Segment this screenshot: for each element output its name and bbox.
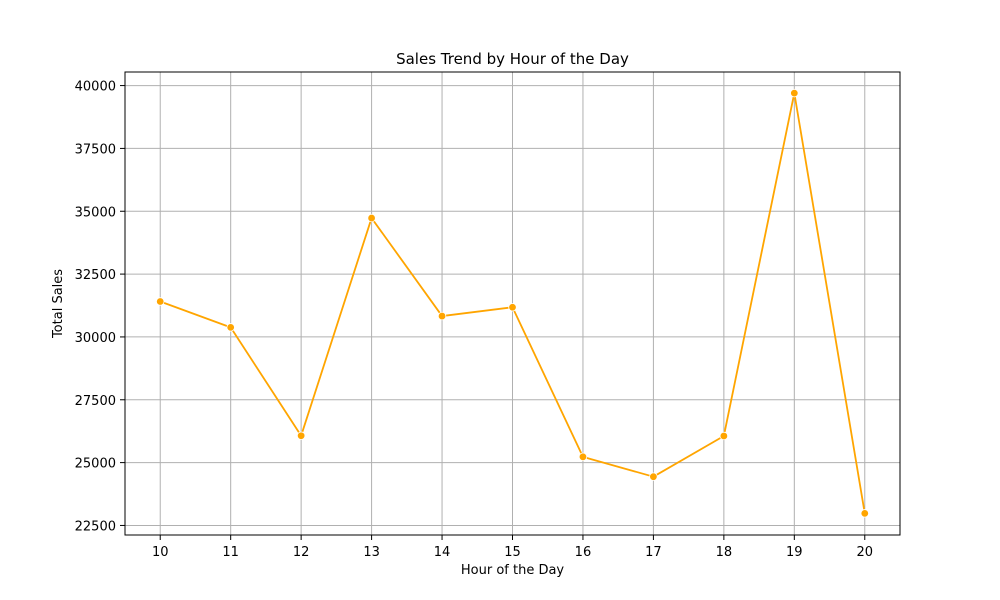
x-tick-label: 19 (786, 545, 803, 560)
x-tick-label: 20 (856, 545, 873, 560)
data-point (226, 323, 235, 332)
y-tick-label: 35000 (75, 205, 116, 220)
y-tick-label: 32500 (75, 268, 116, 283)
chart-title: Sales Trend by Hour of the Day (396, 50, 629, 68)
axis-ticks: 10 11 12 13 14 15 16 17 18 19 20 22500 25000 27500 300… (75, 80, 873, 560)
data-point (296, 431, 306, 440)
data-point (860, 509, 869, 518)
x-tick-label: 17 (645, 545, 662, 560)
y-tick-label: 22500 (75, 519, 116, 534)
x-tick-label: 16 (575, 545, 592, 560)
x-axis-label: Hour of the Day (461, 563, 565, 578)
y-axis-label: Total Sales (51, 269, 66, 339)
y-tick-label: 25000 (75, 457, 116, 472)
x-tick-label: 18 (716, 545, 733, 560)
y-tick-label: 40000 (75, 80, 116, 95)
series-sales (156, 88, 869, 518)
data-point (508, 303, 517, 312)
x-tick-label: 11 (222, 545, 239, 560)
y-tick-label: 37500 (75, 142, 116, 157)
data-point (719, 431, 729, 441)
data-point (156, 297, 165, 306)
x-tick-label: 12 (293, 545, 310, 560)
plot-frame (124, 71, 901, 536)
data-point (578, 452, 588, 462)
grid (125, 72, 900, 535)
x-tick-label: 14 (434, 545, 451, 560)
x-tick-label: 15 (504, 545, 521, 560)
data-point (649, 472, 658, 481)
x-tick-label: 10 (152, 545, 169, 560)
data-point (367, 213, 376, 223)
data-point (437, 311, 447, 321)
y-tick-label: 27500 (75, 394, 116, 409)
x-tick-label: 13 (363, 545, 380, 560)
y-tick-label: 30000 (75, 331, 116, 346)
data-point (790, 88, 799, 98)
